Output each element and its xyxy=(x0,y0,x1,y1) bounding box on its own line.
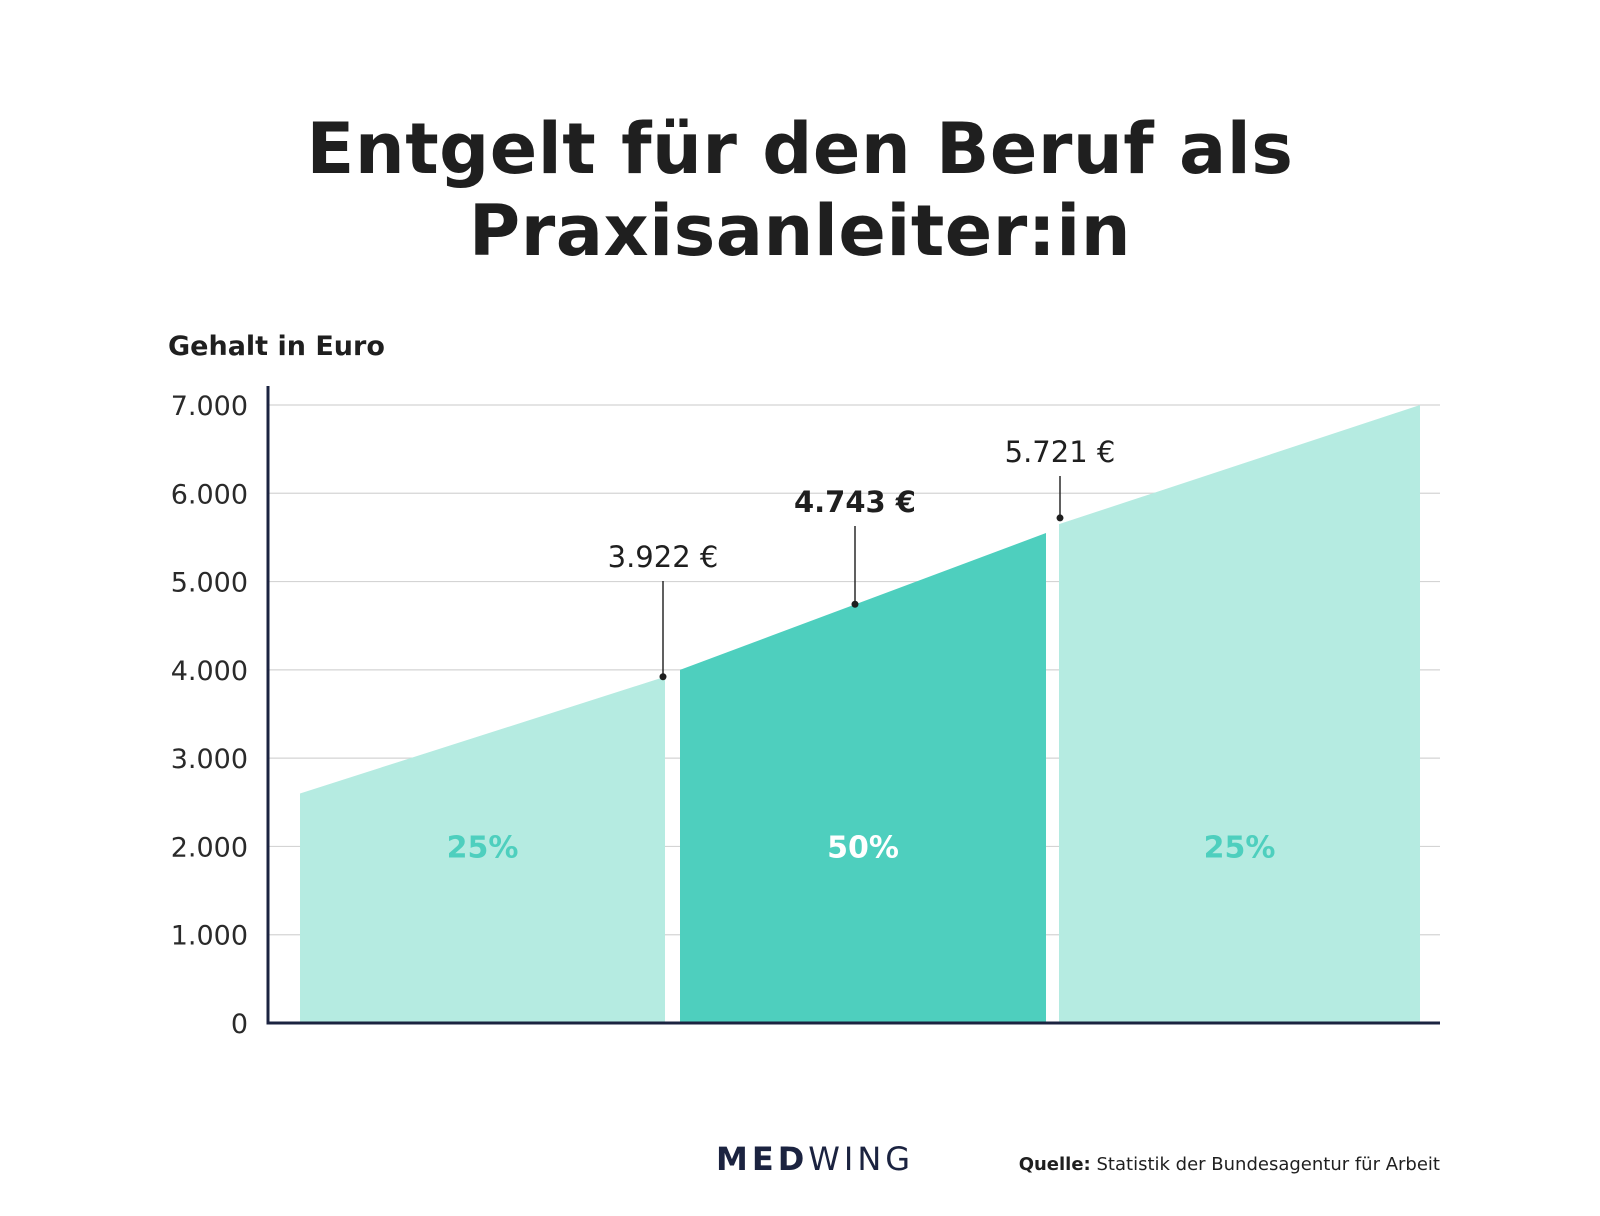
y-tick-label: 4.000 xyxy=(171,656,248,687)
y-axis-label: Gehalt in Euro xyxy=(168,331,385,362)
band-share-label: 50% xyxy=(827,830,899,865)
marker-value-label: 5.721 € xyxy=(1005,435,1116,469)
source-text: Statistik der Bundesagentur für Arbeit xyxy=(1096,1154,1441,1175)
y-tick-label: 7.000 xyxy=(171,391,248,422)
marker-dot xyxy=(851,600,859,608)
marker-dot xyxy=(659,673,667,681)
y-tick-label: 1.000 xyxy=(171,921,248,952)
band-share-label: 25% xyxy=(1204,830,1276,865)
source-label: Quelle: xyxy=(1018,1154,1091,1175)
marker-value-label: 3.922 € xyxy=(608,540,719,574)
marker-value-label: 4.743 € xyxy=(794,485,916,519)
salary-markers: 3.922 € 4.743 € 5.721 € xyxy=(608,435,1116,681)
y-tick-label: 6.000 xyxy=(171,479,248,510)
source-note: Quelle: Statistik der Bundesagentur für … xyxy=(1019,1154,1440,1175)
logo-bold-part: MED xyxy=(716,1140,809,1178)
logo-regular-part: WING xyxy=(808,1140,915,1178)
y-tick-labels: 0 1.000 2.000 3.000 4.000 5.000 6.000 7.000 xyxy=(171,391,248,1040)
y-tick-label: 2.000 xyxy=(171,832,248,863)
medwing-logo: MEDWING xyxy=(716,1140,914,1178)
salary-band xyxy=(680,533,1046,1023)
band-share-label: 25% xyxy=(447,830,519,865)
marker-dot xyxy=(1056,514,1064,522)
axes xyxy=(266,386,1440,1025)
salary-bands: 25% 50% 25% xyxy=(300,405,1420,1023)
page-title: Entgelt für den Beruf als Praxisanleiter… xyxy=(306,108,1294,272)
y-tick-label: 0 xyxy=(231,1009,248,1040)
salary-band xyxy=(1059,405,1420,1023)
salary-band xyxy=(300,676,665,1023)
y-tick-label: 5.000 xyxy=(171,568,248,599)
y-tick-label: 3.000 xyxy=(171,744,248,775)
